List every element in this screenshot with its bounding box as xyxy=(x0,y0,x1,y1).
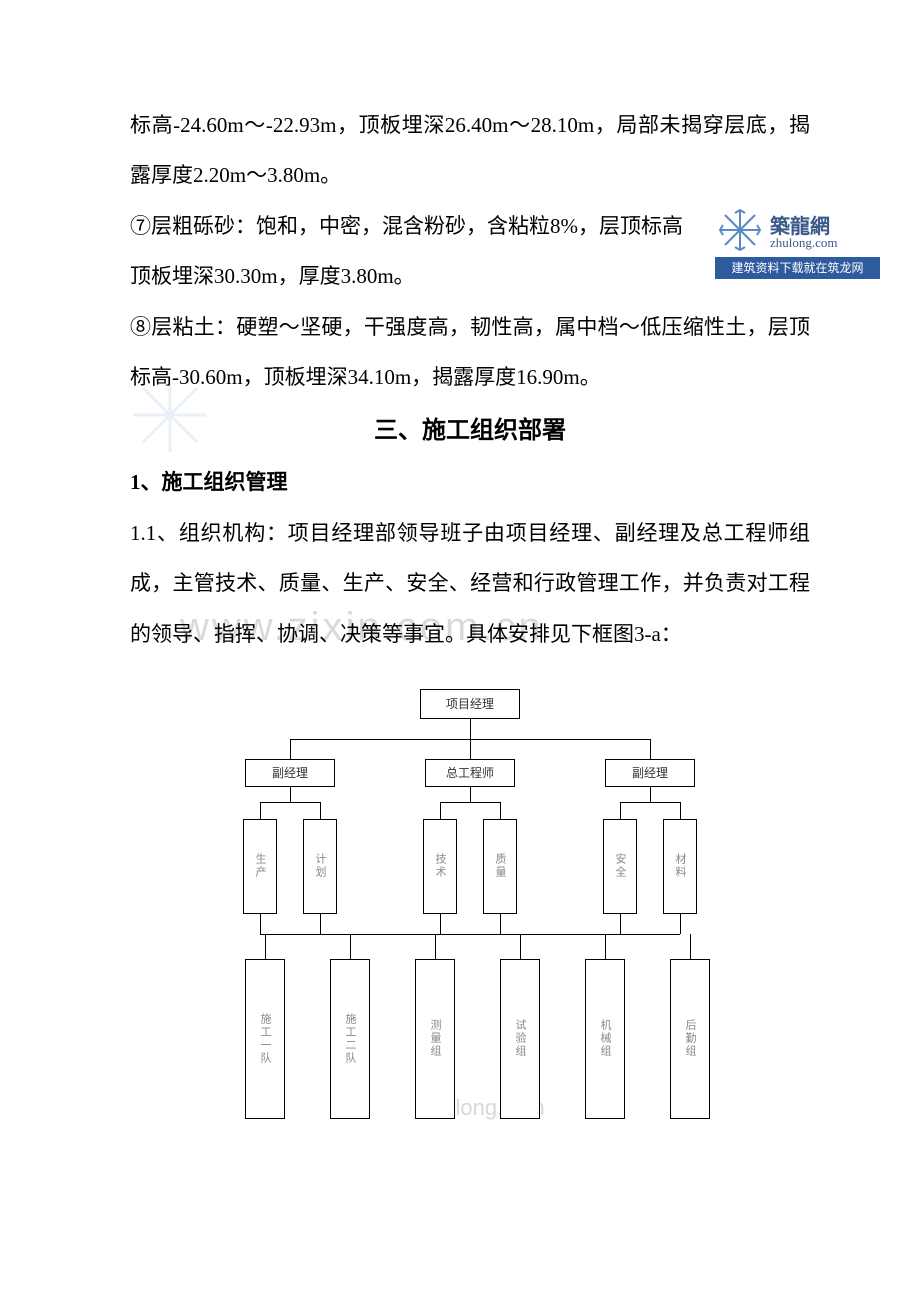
connector-line xyxy=(260,802,261,819)
node-level2-2: 副经理 xyxy=(605,759,695,787)
connector-line xyxy=(440,914,441,934)
connector-line xyxy=(350,934,351,959)
org-chart: 项目经理 副经理 总工程师 副经理 生产 计划 技术 质量 安全 材料 xyxy=(170,689,770,1149)
paragraph-1: 标高-24.60m～-22.93m，顶板埋深26.40m～28.10m，局部未揭… xyxy=(130,100,810,201)
connector-line xyxy=(690,934,691,959)
section-title: 三、施工组织部署 xyxy=(130,410,810,445)
connector-line xyxy=(680,802,681,819)
connector-line xyxy=(470,739,471,759)
connector-line xyxy=(620,914,621,934)
connector-line xyxy=(620,802,621,819)
node-level4-3: 试验组 xyxy=(500,959,540,1119)
node-level2-1: 总工程师 xyxy=(425,759,515,787)
node-level4-1: 施工二队 xyxy=(330,959,370,1119)
node-level3-4: 安全 xyxy=(603,819,637,914)
connector-line xyxy=(260,934,680,935)
document-content: 标高-24.60m～-22.93m，顶板埋深26.40m～28.10m，局部未揭… xyxy=(130,100,810,1149)
node-level3-5: 材料 xyxy=(663,819,697,914)
connector-line xyxy=(320,802,321,819)
connector-line xyxy=(435,934,436,959)
connector-line xyxy=(650,739,651,759)
connector-line xyxy=(650,787,651,802)
connector-line xyxy=(470,719,471,739)
node-level3-3: 质量 xyxy=(483,819,517,914)
connector-line xyxy=(290,739,291,759)
body-text: 1.1、组织机构：项目经理部领导班子由项目经理、副经理及总工程师组成，主管技术、… xyxy=(130,508,810,659)
node-level2-0: 副经理 xyxy=(245,759,335,787)
connector-line xyxy=(470,787,471,802)
sub-title: 1、施工组织管理 xyxy=(130,457,810,507)
connector-line xyxy=(260,914,261,934)
connector-line xyxy=(265,934,266,959)
connector-line xyxy=(680,914,681,934)
connector-line xyxy=(320,914,321,934)
node-level4-2: 测量组 xyxy=(415,959,455,1119)
paragraph-3: 顶板埋深30.30m，厚度3.80m。 xyxy=(130,251,810,301)
node-level4-5: 后勤组 xyxy=(670,959,710,1119)
node-level4-0: 施工一队 xyxy=(245,959,285,1119)
connector-line xyxy=(440,802,441,819)
connector-line xyxy=(620,802,680,803)
connector-line xyxy=(500,914,501,934)
connector-line xyxy=(440,802,500,803)
node-level3-1: 计划 xyxy=(303,819,337,914)
paragraph-4: ⑧层粘土：硬塑～坚硬，干强度高，韧性高，属中档～低压缩性土，层顶标高-30.60… xyxy=(130,302,810,403)
node-level1: 项目经理 xyxy=(420,689,520,719)
node-level3-2: 技术 xyxy=(423,819,457,914)
connector-line xyxy=(520,934,521,959)
connector-line xyxy=(290,787,291,802)
node-level4-4: 机械组 xyxy=(585,959,625,1119)
connector-line xyxy=(605,934,606,959)
paragraph-2: ⑦层粗砾砂：饱和，中密，混含粉砂，含粘粒8%，层顶标高 xyxy=(130,201,810,251)
node-level3-0: 生产 xyxy=(243,819,277,914)
connector-line xyxy=(260,802,320,803)
connector-line xyxy=(500,802,501,819)
